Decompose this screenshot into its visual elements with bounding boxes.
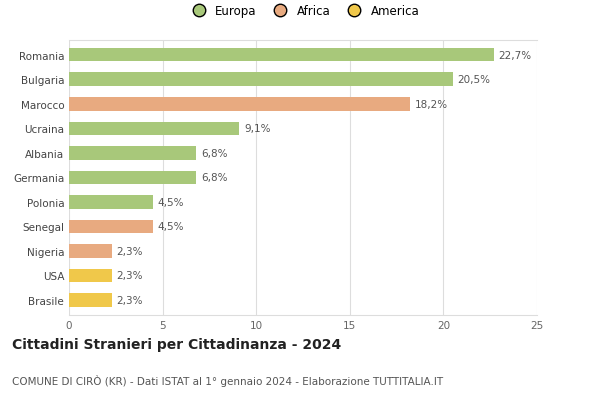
Bar [69, 49, 494, 62]
Text: 2,3%: 2,3% [117, 246, 143, 256]
Text: COMUNE DI CIRÒ (KR) - Dati ISTAT al 1° gennaio 2024 - Elaborazione TUTTITALIA.IT: COMUNE DI CIRÒ (KR) - Dati ISTAT al 1° g… [12, 374, 443, 386]
Legend: Europa, Africa, America: Europa, Africa, America [182, 0, 424, 22]
Text: 22,7%: 22,7% [499, 51, 532, 61]
Bar [69, 220, 153, 234]
Bar [69, 196, 153, 209]
Bar [69, 73, 453, 87]
Text: 4,5%: 4,5% [158, 222, 184, 232]
Bar [69, 245, 112, 258]
Text: 2,3%: 2,3% [117, 271, 143, 281]
Bar [69, 122, 239, 136]
Text: 6,8%: 6,8% [201, 148, 227, 158]
Bar [69, 294, 112, 307]
Bar [69, 269, 112, 283]
Text: 9,1%: 9,1% [244, 124, 271, 134]
Text: 20,5%: 20,5% [457, 75, 490, 85]
Text: 6,8%: 6,8% [201, 173, 227, 183]
Bar [69, 98, 410, 111]
Text: 2,3%: 2,3% [117, 295, 143, 305]
Bar [69, 171, 196, 184]
Text: 4,5%: 4,5% [158, 198, 184, 207]
Text: Cittadini Stranieri per Cittadinanza - 2024: Cittadini Stranieri per Cittadinanza - 2… [12, 337, 341, 351]
Text: 18,2%: 18,2% [415, 99, 448, 110]
Bar [69, 147, 196, 160]
